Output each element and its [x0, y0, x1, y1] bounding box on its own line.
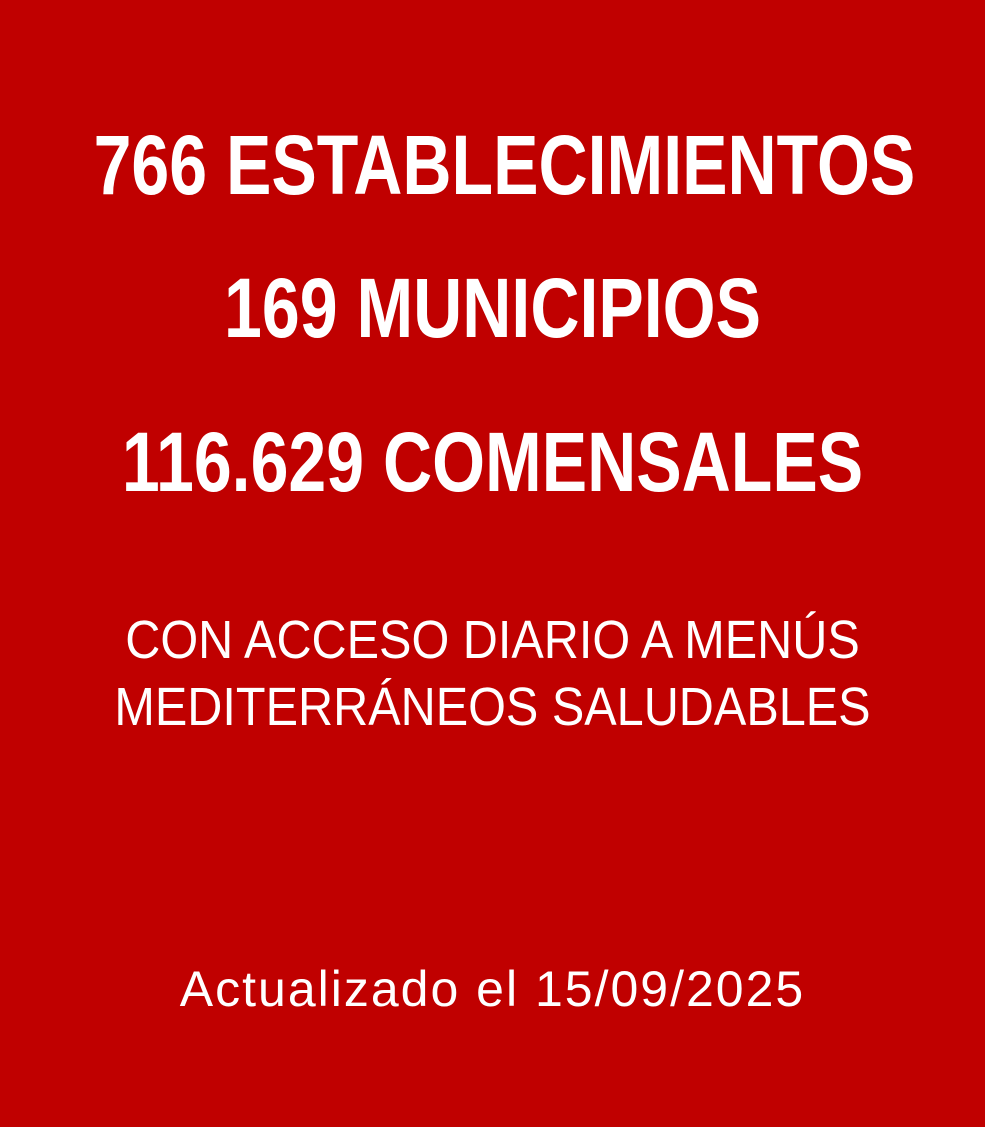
updated-date-text: Actualizado el 15/09/2025 — [179, 961, 806, 1017]
stat-municipios: 169 MUNICIPIOS — [224, 261, 761, 355]
description-line-2: MEDITERRÁNEOS SALUDABLES — [114, 677, 871, 737]
stat-establecimientos: 766 ESTABLECIMIENTOS — [93, 118, 916, 212]
description-line-1: CON ACCESO DIARIO A MENÚS — [125, 610, 860, 670]
stat-comensales: 116.629 COMENSALES — [121, 415, 864, 509]
description-block: CON ACCESO DIARIO A MENÚS MEDITERRÁNEOS … — [49, 607, 936, 741]
